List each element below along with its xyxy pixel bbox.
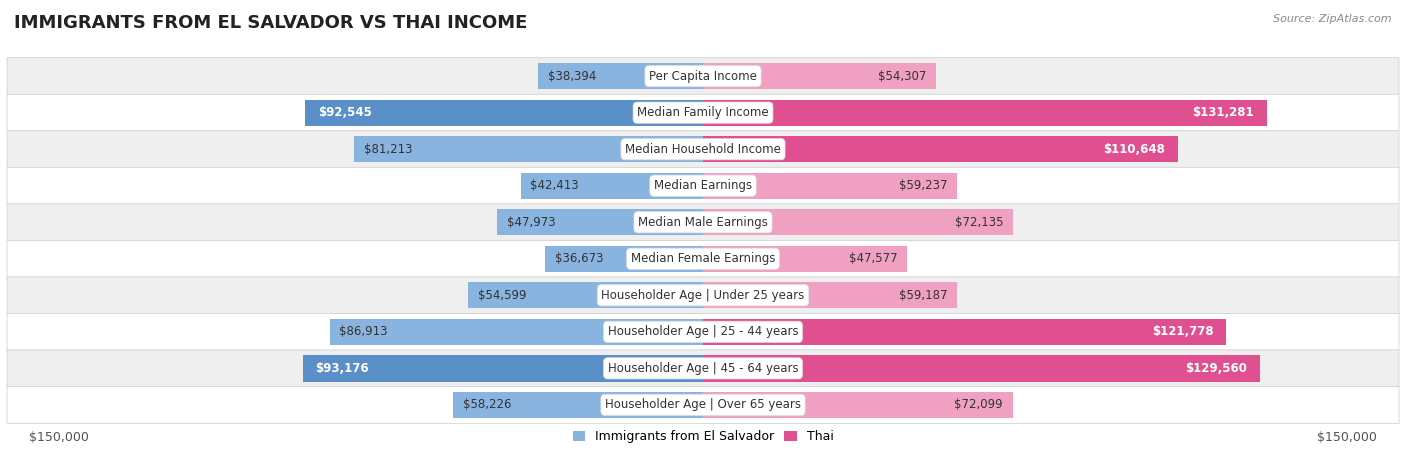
Text: $72,099: $72,099 [955,398,1002,411]
FancyBboxPatch shape [7,241,1399,277]
Text: $36,673: $36,673 [555,252,603,265]
Legend: Immigrants from El Salvador, Thai: Immigrants from El Salvador, Thai [568,425,838,448]
Text: Median Female Earnings: Median Female Earnings [631,252,775,265]
FancyBboxPatch shape [7,313,1399,350]
Bar [703,63,936,89]
Bar [468,282,703,308]
Text: $38,394: $38,394 [548,70,596,83]
Text: $72,135: $72,135 [955,216,1004,229]
Text: Householder Age | Under 25 years: Householder Age | Under 25 years [602,289,804,302]
Bar [329,318,703,345]
Text: $47,577: $47,577 [849,252,897,265]
Bar [703,246,907,272]
Bar [703,282,957,308]
Text: Per Capita Income: Per Capita Income [650,70,756,83]
Bar [538,63,703,89]
FancyBboxPatch shape [7,167,1399,204]
Bar [354,136,703,163]
Text: $54,599: $54,599 [478,289,527,302]
FancyBboxPatch shape [7,131,1399,168]
Bar [546,246,703,272]
Bar [703,173,957,199]
Bar [453,392,703,418]
Bar [520,173,703,199]
Bar [703,209,1012,235]
FancyBboxPatch shape [7,386,1399,423]
Bar [305,99,703,126]
Bar [703,318,1226,345]
Text: Median Male Earnings: Median Male Earnings [638,216,768,229]
Text: $110,648: $110,648 [1104,143,1166,156]
Text: $92,545: $92,545 [318,106,373,119]
Bar [302,355,703,382]
Bar [703,355,1260,382]
Text: $42,413: $42,413 [530,179,579,192]
FancyBboxPatch shape [7,58,1399,95]
Text: $81,213: $81,213 [364,143,412,156]
Text: $86,913: $86,913 [339,325,388,338]
Bar [496,209,703,235]
Bar [703,136,1178,163]
Text: $129,560: $129,560 [1185,362,1247,375]
Text: Median Earnings: Median Earnings [654,179,752,192]
FancyBboxPatch shape [7,94,1399,131]
FancyBboxPatch shape [7,277,1399,314]
Text: Householder Age | 45 - 64 years: Householder Age | 45 - 64 years [607,362,799,375]
Text: $58,226: $58,226 [463,398,510,411]
Text: $93,176: $93,176 [315,362,370,375]
FancyBboxPatch shape [7,350,1399,387]
Text: Source: ZipAtlas.com: Source: ZipAtlas.com [1274,14,1392,24]
Bar [703,392,1012,418]
Text: $131,281: $131,281 [1192,106,1254,119]
Text: Median Household Income: Median Household Income [626,143,780,156]
Text: $47,973: $47,973 [506,216,555,229]
Bar [703,99,1267,126]
Text: $121,778: $121,778 [1152,325,1213,338]
Text: Median Family Income: Median Family Income [637,106,769,119]
Text: Householder Age | 25 - 44 years: Householder Age | 25 - 44 years [607,325,799,338]
Text: IMMIGRANTS FROM EL SALVADOR VS THAI INCOME: IMMIGRANTS FROM EL SALVADOR VS THAI INCO… [14,14,527,32]
FancyBboxPatch shape [7,204,1399,241]
Text: $54,307: $54,307 [879,70,927,83]
Text: $59,187: $59,187 [898,289,948,302]
Text: $59,237: $59,237 [900,179,948,192]
Text: Householder Age | Over 65 years: Householder Age | Over 65 years [605,398,801,411]
